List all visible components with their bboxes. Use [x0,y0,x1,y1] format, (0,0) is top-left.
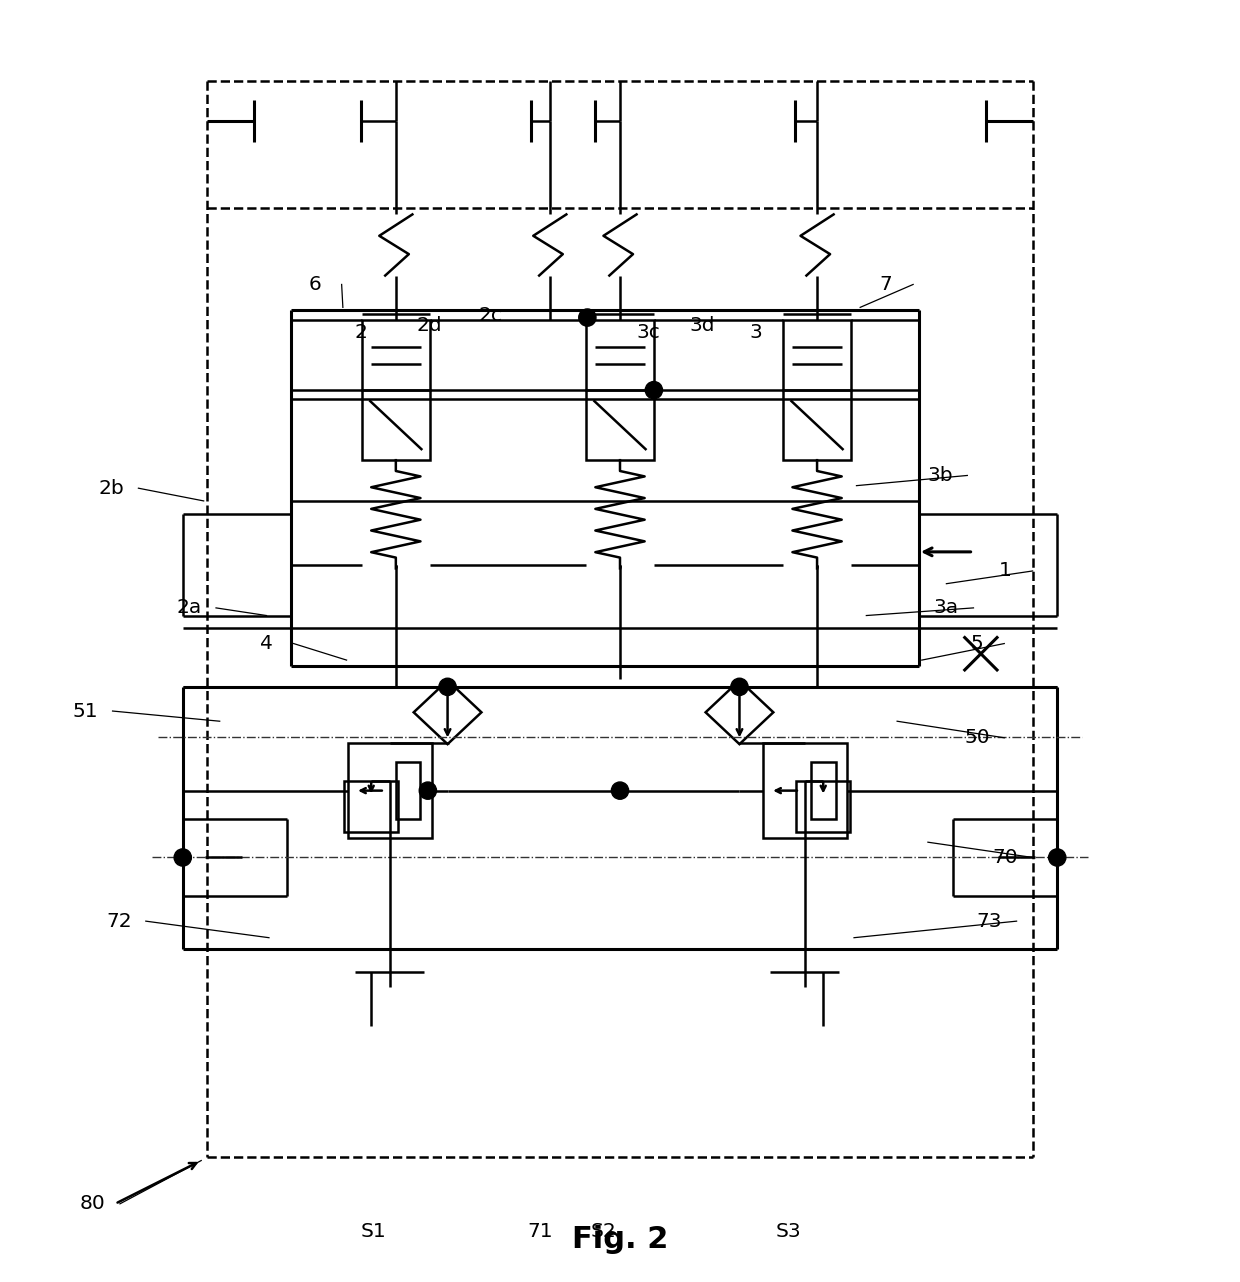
Text: 80: 80 [79,1195,105,1213]
Circle shape [579,309,596,326]
Bar [784,390,851,460]
Bar [362,390,430,460]
Circle shape [439,678,456,695]
Bar [587,320,653,390]
Text: 5: 5 [971,635,983,653]
Bar [362,320,430,390]
Text: 51: 51 [73,701,98,720]
Text: 2: 2 [355,323,368,342]
Circle shape [730,678,748,695]
Text: 3c: 3c [636,323,660,342]
Text: 3d: 3d [689,315,715,335]
Text: 2b: 2b [98,478,124,497]
Text: 7: 7 [879,274,893,294]
Text: 70: 70 [993,847,1018,867]
Bar [345,781,398,832]
Text: 2d: 2d [417,315,441,335]
Text: 72: 72 [105,912,131,931]
Text: 3: 3 [749,323,761,342]
Text: 1: 1 [999,562,1012,581]
Circle shape [611,782,629,799]
Text: 71: 71 [527,1222,553,1241]
Text: 73: 73 [977,912,1002,931]
Text: Fig. 2: Fig. 2 [572,1226,668,1254]
Text: 3a: 3a [934,599,959,618]
Bar [763,742,847,838]
Text: 6: 6 [309,274,321,294]
Text: 2a: 2a [176,599,202,618]
Bar [784,320,851,390]
Text: 50: 50 [965,728,990,747]
Circle shape [1049,849,1066,867]
Text: S2: S2 [591,1222,616,1241]
Circle shape [645,382,662,399]
Bar [347,742,432,838]
Text: S1: S1 [361,1222,387,1241]
Text: 4: 4 [260,635,273,653]
Text: 2c: 2c [479,305,502,324]
Text: 3b: 3b [928,465,954,485]
Circle shape [174,849,191,867]
Bar [396,762,420,819]
Bar [587,390,653,460]
Text: S3: S3 [776,1222,801,1241]
Bar [796,781,851,832]
Circle shape [419,782,436,799]
Bar [811,762,836,819]
